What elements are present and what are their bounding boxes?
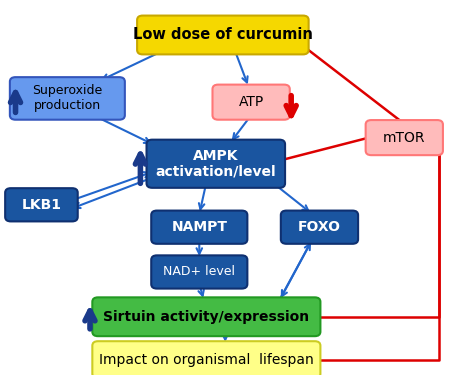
FancyBboxPatch shape	[365, 120, 443, 155]
FancyBboxPatch shape	[146, 139, 285, 188]
FancyBboxPatch shape	[92, 297, 320, 336]
FancyBboxPatch shape	[212, 85, 290, 120]
FancyBboxPatch shape	[151, 255, 247, 289]
FancyBboxPatch shape	[92, 341, 320, 376]
Text: Low dose of curcumin: Low dose of curcumin	[133, 27, 313, 42]
Text: ATP: ATP	[238, 95, 264, 109]
FancyBboxPatch shape	[137, 15, 309, 55]
FancyBboxPatch shape	[5, 188, 78, 221]
Text: mTOR: mTOR	[383, 130, 426, 145]
FancyBboxPatch shape	[151, 211, 247, 244]
Text: FOXO: FOXO	[298, 220, 341, 234]
Text: Superoxide
production: Superoxide production	[32, 85, 102, 112]
Text: NAMPT: NAMPT	[171, 220, 228, 234]
Text: NAD+ level: NAD+ level	[164, 265, 235, 279]
FancyBboxPatch shape	[281, 211, 358, 244]
Text: Sirtuin activity/expression: Sirtuin activity/expression	[103, 310, 310, 324]
FancyBboxPatch shape	[10, 77, 125, 120]
Text: LKB1: LKB1	[21, 198, 62, 212]
Text: AMPK
activation/level: AMPK activation/level	[155, 149, 276, 179]
Text: Impact on organismal  lifespan: Impact on organismal lifespan	[99, 353, 314, 367]
